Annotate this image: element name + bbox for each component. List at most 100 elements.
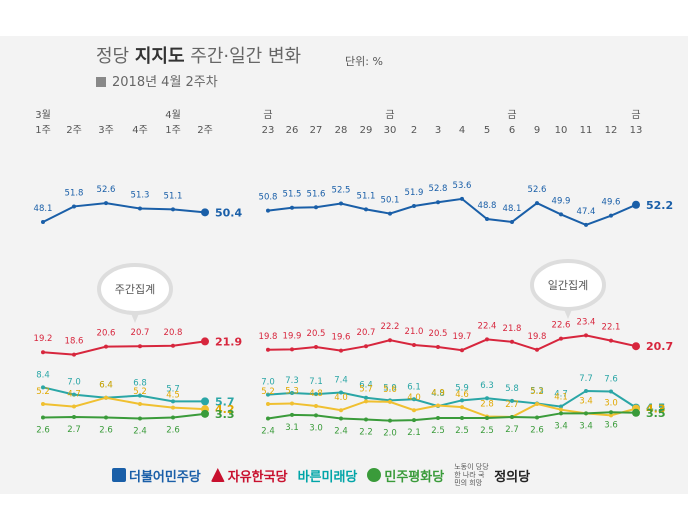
data-label: 49.6	[602, 198, 621, 208]
data-label: 22.1	[602, 323, 621, 333]
data-label: 20.6	[97, 329, 116, 339]
data-label: 7.0	[261, 378, 275, 388]
data-label: 3.1	[285, 423, 299, 433]
series-line	[42, 340, 206, 356]
data-label: 19.6	[332, 333, 351, 343]
data-point	[171, 343, 175, 348]
data-point	[314, 413, 318, 418]
data-label: 2.6	[36, 425, 50, 435]
data-point	[314, 205, 318, 210]
data-label-last: 52.2	[646, 199, 673, 212]
data-label: 20.8	[164, 328, 183, 338]
legend-label: 민주평화당	[384, 469, 445, 485]
data-point	[41, 219, 45, 224]
data-label: 7.0	[67, 378, 81, 388]
data-label: 51.6	[307, 189, 326, 199]
justice-slogan: 노동이 당당한 나라 국민의 희망	[454, 463, 489, 487]
data-label-last: 4.5	[646, 402, 666, 415]
data-point	[436, 403, 440, 408]
data-label: 51.9	[405, 188, 424, 198]
x-tick-label: 28	[335, 125, 348, 136]
data-label: 4.7	[554, 390, 568, 400]
x-tick-label: 2	[411, 125, 417, 136]
data-label: 5.2	[261, 387, 275, 397]
data-label: 2.0	[383, 429, 397, 439]
data-point	[460, 416, 464, 420]
data-point	[535, 415, 539, 420]
data-point	[436, 345, 440, 349]
data-point	[339, 390, 343, 395]
x-tick-label: 9	[534, 125, 540, 136]
data-label: 4.5	[166, 391, 180, 401]
data-label: 23.4	[577, 317, 596, 327]
data-label: 2.5	[431, 426, 445, 436]
chart-subtitle: 2018년 4월 2주차	[96, 71, 218, 90]
data-label: 19.2	[34, 334, 53, 344]
data-point	[388, 338, 392, 343]
data-point	[388, 399, 392, 404]
series-line	[42, 386, 205, 403]
data-label: 22.6	[552, 321, 571, 331]
data-label: 6.4	[99, 381, 113, 391]
series-line	[42, 412, 206, 420]
x-tick-label: 1주	[165, 125, 181, 136]
data-label: 3.4	[579, 396, 593, 406]
x-tick-top-label: 금	[631, 109, 640, 121]
data-point	[314, 345, 318, 349]
data-point	[201, 208, 209, 217]
data-point	[339, 408, 343, 413]
data-point	[290, 347, 294, 352]
data-label: 2.4	[133, 427, 147, 437]
title-bold: 지지도	[134, 46, 185, 67]
data-label: 3.4	[579, 421, 593, 431]
data-point	[201, 397, 209, 406]
data-label: 3.0	[604, 398, 618, 408]
data-point	[535, 347, 539, 352]
x-tick-label: 11	[580, 125, 593, 136]
data-label: 20.5	[307, 329, 326, 339]
data-point	[460, 398, 464, 403]
data-label: 5.2	[36, 387, 50, 397]
data-point	[138, 401, 142, 406]
data-point	[314, 392, 318, 397]
legend-item-democratic: 더불어민주당	[112, 466, 201, 485]
data-label: 4.0	[334, 393, 348, 403]
series-line	[267, 400, 637, 418]
data-point	[104, 344, 108, 349]
x-tick-label: 26	[286, 125, 299, 136]
data-label: 2.5	[480, 426, 494, 436]
legend-label: 더불어민주당	[129, 469, 201, 485]
data-point	[364, 417, 368, 422]
data-point	[388, 418, 392, 423]
data-label: 52.6	[528, 185, 547, 195]
data-point	[138, 206, 142, 211]
data-point	[290, 401, 294, 406]
data-point	[41, 415, 45, 420]
data-label: 19.7	[453, 332, 472, 342]
data-label: 2.6	[166, 425, 180, 435]
data-label: 6.3	[480, 381, 494, 391]
callout-pointer-icon	[563, 307, 573, 319]
data-label: 22.4	[478, 321, 497, 331]
data-label: 5.7	[166, 384, 180, 394]
x-tick-label: 29	[360, 125, 373, 136]
x-tick-label: 30	[384, 125, 397, 136]
data-point	[41, 385, 45, 390]
x-tick-label: 4	[459, 125, 465, 136]
data-label: 48.8	[478, 201, 497, 211]
data-point	[436, 200, 440, 205]
legend-label: 정의당	[494, 469, 531, 485]
x-tick-label: 4주	[132, 125, 148, 136]
data-point	[290, 391, 294, 396]
data-label: 51.8	[65, 188, 84, 198]
data-point	[364, 207, 368, 212]
x-tick-label: 2주	[197, 125, 213, 136]
data-point	[460, 348, 464, 353]
minju-pyeonghwa-logo-icon	[367, 468, 382, 482]
data-label: 2.8	[480, 399, 494, 409]
data-point	[609, 213, 613, 218]
data-label: 48.1	[34, 204, 53, 214]
democratic-party-logo-icon	[112, 468, 126, 482]
legend-item-justice: 노동이 당당한 나라 국민의 희망 정의당	[454, 463, 530, 487]
